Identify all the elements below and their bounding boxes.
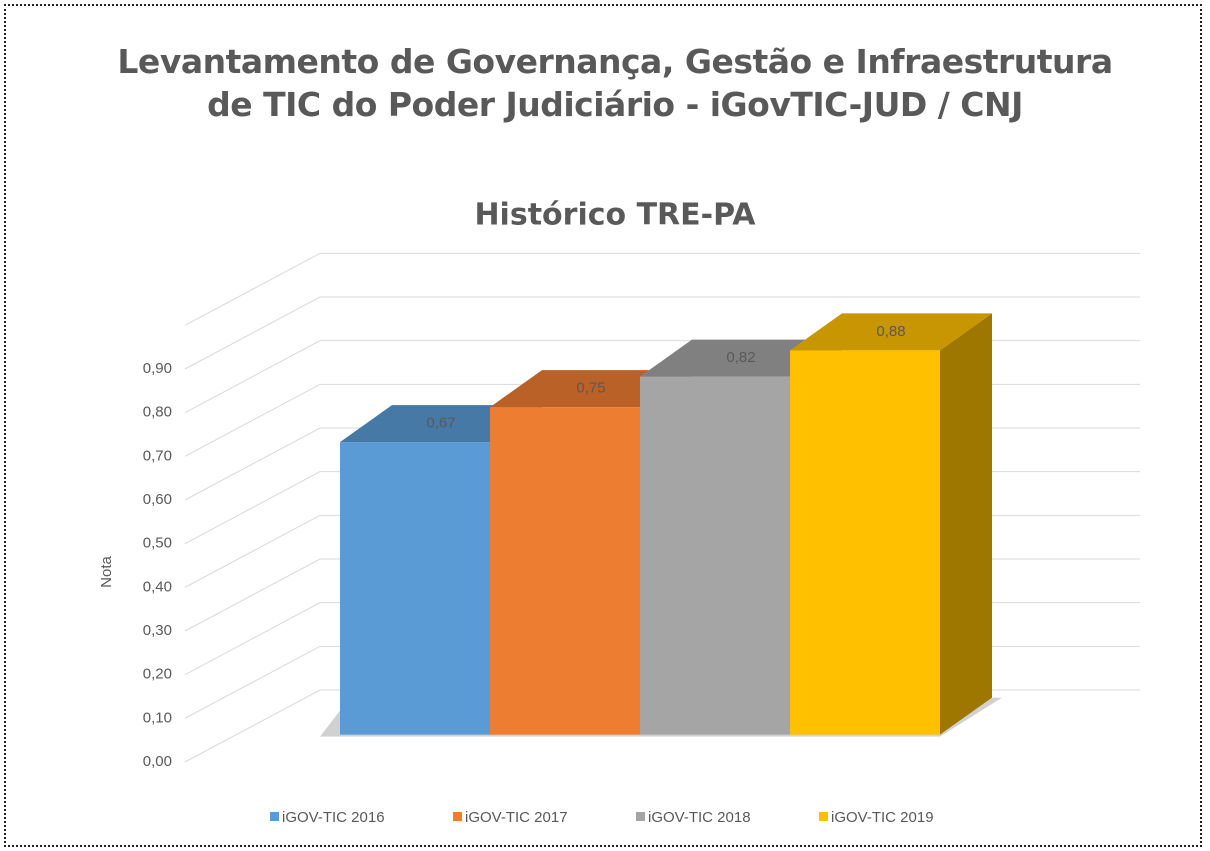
bar xyxy=(490,407,640,735)
y-tick-label: 0,60 xyxy=(143,491,172,508)
y-tick-label: 0,00 xyxy=(143,753,172,770)
data-label: 0,67 xyxy=(426,415,455,432)
bar-side-shade xyxy=(940,313,992,735)
legend-label: iGOV-TIC 2018 xyxy=(648,809,751,826)
legend-swatch xyxy=(636,812,645,821)
legend-label: iGOV-TIC 2016 xyxy=(282,809,385,826)
y-tick-label: 0,20 xyxy=(143,666,172,683)
data-label: 0,88 xyxy=(876,323,905,340)
frame xyxy=(4,4,1202,847)
data-label: 0,75 xyxy=(576,380,605,397)
y-axis-label: Nota xyxy=(98,556,115,588)
legend-label: iGOV-TIC 2017 xyxy=(465,809,568,826)
bar xyxy=(640,376,790,735)
y-tick-label: 0,10 xyxy=(143,709,172,726)
bar-top xyxy=(790,313,992,351)
bar xyxy=(340,442,490,735)
legend-swatch xyxy=(453,812,462,821)
y-tick-label: 0,80 xyxy=(143,404,172,421)
bar-top-shade xyxy=(790,313,992,351)
grid-line xyxy=(184,252,1140,326)
y-tick-label: 0,50 xyxy=(143,535,172,552)
y-tick-label: 0,40 xyxy=(143,578,172,595)
legend-label: iGOV-TIC 2019 xyxy=(831,809,934,826)
y-tick-label: 0,90 xyxy=(143,360,172,377)
y-tick-label: 0,70 xyxy=(143,447,172,464)
y-tick-label: 0,30 xyxy=(143,622,172,639)
grid-line xyxy=(184,296,1140,370)
bar xyxy=(790,350,940,735)
bar-side xyxy=(940,313,992,735)
chart-subtitle: Histórico TRE-PA xyxy=(474,198,756,233)
legend-swatch xyxy=(270,812,279,821)
data-label: 0,82 xyxy=(726,349,755,366)
legend-swatch xyxy=(819,812,828,821)
chart-title: Levantamento de Governança, Gestão e Inf… xyxy=(117,42,1113,124)
